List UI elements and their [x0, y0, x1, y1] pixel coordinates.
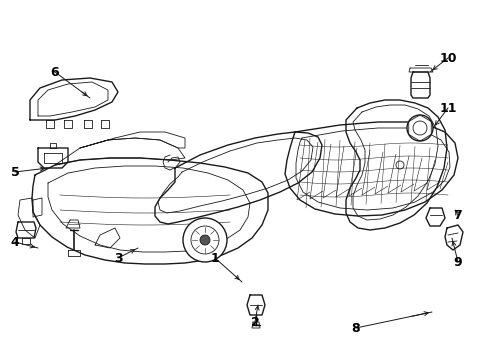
Text: 2: 2 [250, 315, 259, 328]
Polygon shape [55, 138, 185, 165]
Polygon shape [409, 68, 433, 72]
Text: 10: 10 [439, 51, 457, 64]
Polygon shape [30, 78, 118, 120]
Polygon shape [426, 208, 445, 226]
Polygon shape [252, 322, 260, 328]
Polygon shape [68, 250, 80, 256]
Polygon shape [247, 295, 265, 315]
Text: 1: 1 [211, 252, 220, 265]
Polygon shape [84, 120, 92, 128]
Polygon shape [64, 120, 72, 128]
Polygon shape [38, 148, 68, 168]
Polygon shape [32, 158, 268, 264]
Polygon shape [285, 122, 458, 216]
Text: 6: 6 [50, 66, 59, 78]
Polygon shape [16, 222, 36, 238]
Text: 8: 8 [352, 321, 360, 334]
Polygon shape [66, 220, 80, 228]
Polygon shape [411, 72, 430, 98]
Circle shape [407, 115, 433, 141]
Polygon shape [101, 120, 109, 128]
Circle shape [200, 235, 210, 245]
Polygon shape [155, 132, 322, 224]
Polygon shape [46, 120, 54, 128]
Polygon shape [95, 228, 120, 248]
Text: 11: 11 [439, 102, 457, 114]
Circle shape [183, 218, 227, 262]
Text: 7: 7 [454, 208, 463, 221]
Text: 3: 3 [114, 252, 122, 265]
Polygon shape [33, 198, 42, 217]
Polygon shape [445, 225, 463, 250]
Text: 5: 5 [11, 166, 20, 179]
Text: 4: 4 [11, 235, 20, 248]
Text: 9: 9 [454, 256, 462, 269]
Polygon shape [22, 238, 30, 244]
Polygon shape [80, 132, 185, 148]
Polygon shape [18, 198, 40, 238]
Polygon shape [346, 100, 447, 230]
Polygon shape [50, 143, 56, 148]
